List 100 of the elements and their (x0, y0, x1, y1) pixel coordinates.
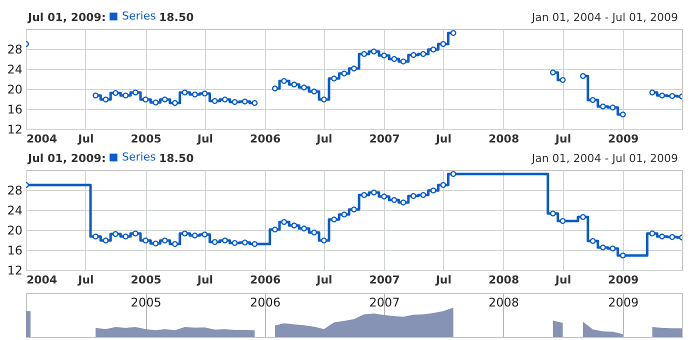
point (162, 238, 168, 244)
y-tick-label: 16 (7, 102, 22, 116)
point (202, 232, 208, 238)
y-tick-label: 20 (7, 82, 22, 96)
text: 18.50 (159, 152, 194, 165)
point (430, 46, 436, 52)
point (361, 192, 368, 198)
point (341, 70, 348, 76)
x-tick-label: 2007 (369, 132, 400, 146)
text: 18.50 (159, 11, 194, 24)
legend-label: Series (122, 150, 156, 164)
x-tick-label: Jul (434, 274, 452, 286)
point (430, 188, 436, 194)
x-tick-label: Jul (77, 132, 94, 146)
x-tick-label: Jul (316, 274, 332, 286)
point (272, 226, 278, 232)
x-tick-label: 2005 (130, 296, 162, 310)
text: Jul 01, 2009: (27, 152, 106, 165)
point (132, 90, 138, 96)
x-tick-label: 2004 (26, 132, 58, 146)
point (331, 216, 338, 222)
point (450, 30, 456, 36)
y-tick-label: 12 (7, 264, 22, 278)
point (391, 197, 398, 203)
text: Jan 01, 2004 - Jul 01, 2009 (530, 152, 678, 165)
point (550, 210, 556, 216)
point (600, 104, 606, 110)
point (610, 246, 616, 252)
point (590, 238, 596, 244)
x-tick-label: 2006 (250, 274, 281, 286)
point (272, 86, 278, 92)
y-tick-label: 28 (7, 184, 22, 198)
point (252, 100, 258, 106)
point (440, 182, 446, 188)
point (192, 92, 198, 98)
x-tick-label: Jul (554, 132, 572, 146)
point (182, 90, 188, 96)
point (301, 84, 308, 90)
point (610, 104, 616, 110)
point (400, 200, 406, 206)
x-tick-label: 2008 (488, 274, 520, 286)
text: Jul 01, 2009: (27, 11, 106, 24)
point (232, 240, 238, 246)
point (320, 238, 327, 244)
point (122, 92, 129, 98)
point (550, 70, 556, 76)
point (351, 66, 357, 72)
point (590, 97, 596, 103)
x-tick-label: Jul (77, 274, 94, 286)
y-tick-label: 16 (7, 244, 22, 258)
point (242, 240, 248, 246)
point (122, 234, 129, 240)
point (580, 214, 586, 220)
point (212, 239, 218, 245)
point (291, 82, 298, 88)
point (341, 212, 348, 218)
point (580, 73, 586, 79)
point (649, 90, 656, 96)
point (669, 234, 676, 240)
point (659, 92, 666, 98)
point (232, 99, 238, 105)
y-tick-label: 20 (7, 224, 22, 238)
point (132, 230, 138, 236)
point (301, 226, 308, 232)
point (242, 98, 248, 104)
point (112, 90, 119, 96)
point (450, 171, 456, 177)
point (400, 58, 406, 64)
x-tick-label: Jul (434, 132, 452, 146)
point (320, 96, 327, 102)
point (102, 238, 109, 244)
x-tick-label: 2007 (369, 274, 400, 286)
point (361, 51, 368, 57)
x-tick-label: 2006 (250, 296, 281, 310)
x-tick-label: 2008 (488, 296, 520, 310)
x-tick-label: 2005 (130, 274, 162, 286)
point (252, 241, 258, 247)
point (142, 96, 149, 102)
point (291, 222, 298, 228)
text: Jan 01, 2004 - Jul 01, 2009 (530, 11, 678, 24)
x-tick-label: 2009 (608, 296, 639, 310)
point (560, 218, 566, 224)
x-tick-label: 2008 (488, 132, 520, 146)
point (281, 78, 288, 84)
x-tick-label: Jul (196, 274, 214, 286)
x-tick-label: 2005 (130, 132, 162, 146)
point (600, 244, 606, 250)
point (420, 51, 426, 57)
point (311, 230, 318, 236)
point (92, 92, 99, 98)
legend-label: Series (122, 10, 156, 22)
point (669, 93, 676, 99)
x-tick-label: 2006 (250, 132, 281, 146)
point (351, 206, 357, 212)
point (182, 230, 188, 236)
y-tick-label: 24 (7, 204, 22, 218)
point (370, 190, 377, 196)
x-tick-label: 2009 (608, 274, 639, 286)
point (172, 241, 178, 247)
point (620, 112, 626, 118)
